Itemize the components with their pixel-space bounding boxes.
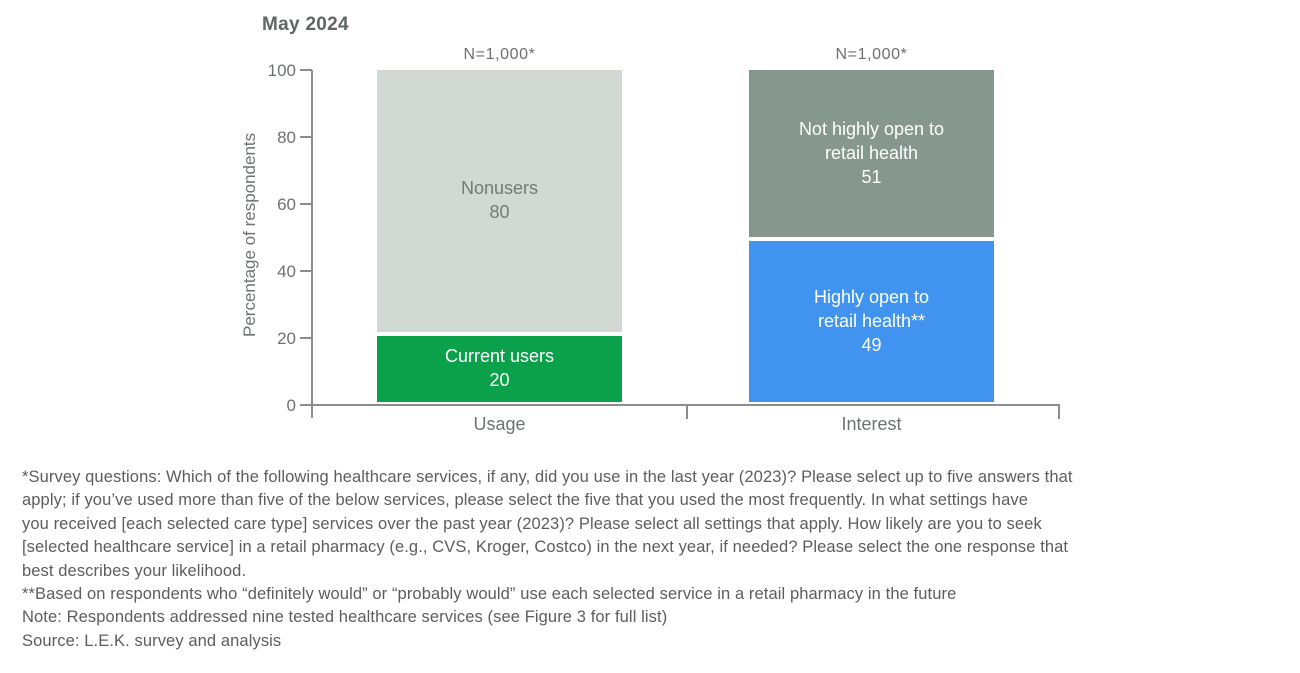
bar-usage: Nonusers 80 Current users 20 — [377, 70, 622, 402]
segment-not-highly-open: Not highly open to retail health 51 — [749, 70, 994, 238]
chart-title: May 2024 — [262, 14, 349, 35]
n-label-usage: N=1,000* — [463, 46, 536, 63]
segment-label: Nonusers — [460, 178, 539, 199]
segment-value: 20 — [489, 370, 510, 391]
segment-label: Highly open to retail health** — [813, 286, 930, 331]
segment-value: 49 — [861, 334, 882, 355]
segment-nonusers: Nonusers 80 — [377, 70, 622, 333]
segment-current-users: Current users 20 — [377, 336, 622, 402]
x-tick-mark — [1058, 404, 1060, 419]
y-tick-mark — [300, 136, 312, 138]
segment-label: Current users — [444, 346, 555, 367]
y-tick-label-0: 0 — [286, 396, 296, 415]
y-tick-mark — [300, 337, 312, 339]
y-tick-mark — [300, 270, 312, 272]
category-label-usage: Usage — [473, 414, 526, 434]
y-tick-label-40: 40 — [277, 262, 296, 281]
y-axis-line — [311, 70, 313, 418]
y-tick-label-60: 60 — [277, 195, 296, 214]
bar-interest: Not highly open to retail health 51 Highl… — [749, 70, 994, 402]
x-tick-mark — [686, 404, 688, 419]
segment-highly-open: Highly open to retail health** 49 — [749, 241, 994, 402]
segment-value: 51 — [861, 166, 882, 187]
y-tick-label-80: 80 — [277, 128, 296, 147]
category-label-interest: Interest — [841, 414, 902, 434]
y-tick-label-100: 100 — [267, 61, 296, 80]
y-axis-label: Percentage of respondents — [240, 132, 259, 337]
footnotes: *Survey questions: Which of the followin… — [22, 468, 1073, 650]
n-label-interest: N=1,000* — [835, 46, 908, 63]
y-tick-mark — [300, 404, 312, 406]
segment-label: Not highly open to retail health — [798, 118, 945, 163]
y-tick-mark — [300, 203, 312, 205]
y-tick-mark — [300, 69, 312, 71]
y-tick-label-20: 20 — [277, 329, 296, 348]
segment-value: 80 — [489, 202, 510, 223]
x-axis-line — [311, 404, 1060, 406]
